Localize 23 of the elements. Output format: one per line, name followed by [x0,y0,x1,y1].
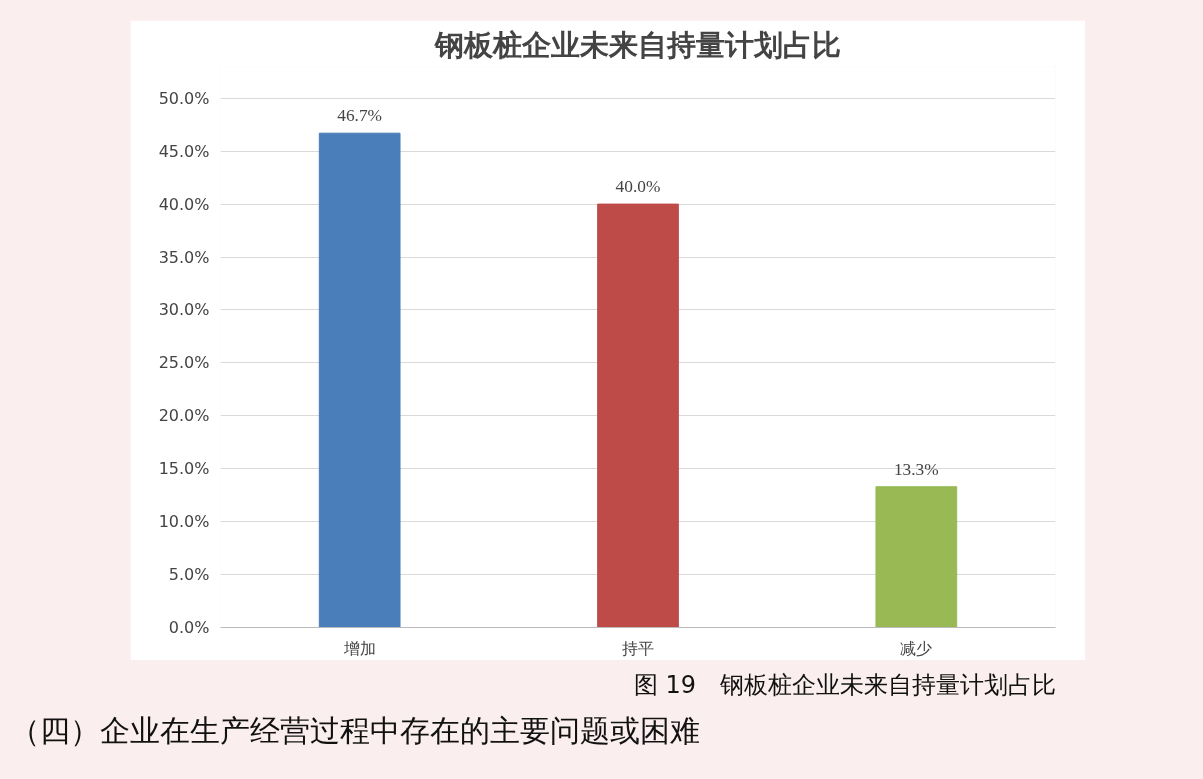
caption: 图 19 钢板桩企业未来自持量计划占比 [633,670,1057,701]
y-tick-label: 20.0% [158,406,210,426]
data-label: 46.7% [337,106,383,126]
bar [875,486,958,628]
y-tick-label: 25.0% [158,353,210,373]
y-tick-label: 0.0% [168,618,210,637]
x-tick-label: 减少 [900,638,933,658]
x-tick-label: 持平 [622,638,654,658]
data-label: 13.3% [893,459,939,479]
chart-title: 钢板桩企业未来自持量计划占比 [434,27,841,62]
y-tick-label: 50.0% [158,88,210,108]
y-tick-label: 5.0% [168,565,210,585]
y-tick-label: 10.0% [158,512,210,532]
y-tick-label: 45.0% [158,141,210,161]
x-tick-label: 增加 [342,638,376,658]
y-tick-label: 30.0% [158,300,210,320]
bar [318,132,401,628]
y-tick-label: 35.0% [158,247,210,267]
text: （四）企业在生产经营过程中存在的主要问题或困难 [10,712,700,751]
y-tick-label: 40.0% [158,194,210,214]
data-label: 40.0% [615,177,661,197]
y-tick-label: 15.0% [158,459,210,479]
bar [597,203,679,628]
